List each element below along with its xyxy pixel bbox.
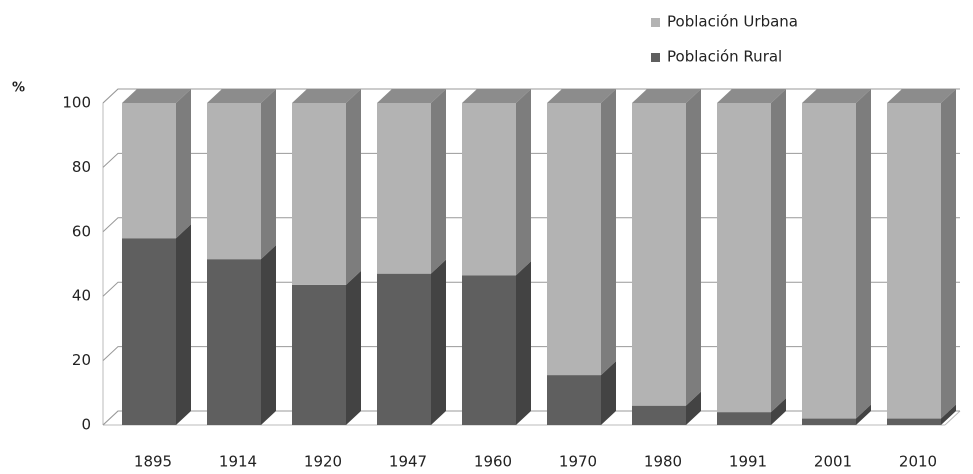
bar-segment (207, 259, 261, 425)
y-tick-label: 60 (72, 222, 91, 240)
bar-segment (802, 418, 856, 425)
bar-top (207, 89, 276, 103)
bar-top (377, 89, 446, 103)
x-tick-label: 1980 (644, 453, 682, 471)
bar-segment (887, 418, 941, 425)
bar-side (346, 270, 361, 425)
y-tick-label: 40 (72, 287, 91, 305)
legend-swatch (651, 18, 660, 27)
bar-segment (377, 273, 431, 425)
y-tick-label: 100 (62, 94, 91, 112)
legend-label: Población Rural (667, 48, 782, 66)
x-tick-label: 1920 (304, 453, 342, 471)
bar-side (176, 224, 191, 425)
bar-segment (122, 238, 176, 425)
bar-top (802, 89, 871, 103)
bar-side (431, 259, 446, 425)
bar-top (462, 89, 531, 103)
bar-segment (122, 103, 176, 239)
bar-segment (207, 103, 261, 260)
bar-side (516, 261, 531, 425)
bar-side (686, 89, 701, 406)
bar-segment (887, 103, 941, 419)
x-tick-label: 1991 (729, 453, 767, 471)
bar-segment (717, 103, 771, 413)
x-tick-label: 1914 (219, 453, 257, 471)
bar-segment (292, 103, 346, 285)
bar-side (771, 398, 786, 425)
bar-top (632, 89, 701, 103)
bar-segment (802, 103, 856, 419)
bar-side (941, 89, 956, 419)
bar-side (516, 89, 531, 276)
bar-segment (632, 405, 686, 425)
bar-side (856, 404, 871, 425)
x-tick-label: 1895 (134, 453, 172, 471)
bar-top (122, 89, 191, 103)
y-tick-label: 80 (72, 158, 91, 176)
x-tick-label: 2010 (899, 453, 937, 471)
y-tick-label: 20 (72, 351, 91, 369)
x-tick-label: 1970 (559, 453, 597, 471)
bar-top (292, 89, 361, 103)
legend-swatch (651, 53, 660, 62)
bar-side (601, 89, 616, 376)
bar-top (547, 89, 616, 103)
bar-top (717, 89, 786, 103)
y-axis-label: % (12, 81, 25, 96)
bar-side (856, 89, 871, 419)
bar-side (601, 361, 616, 425)
bar-segment (377, 103, 431, 274)
bar-segment (292, 284, 346, 425)
floor-right (944, 410, 961, 426)
legend-label: Población Urbana (667, 13, 798, 31)
bar-side (771, 89, 786, 413)
bar-side (941, 404, 956, 425)
bar-segment (632, 103, 686, 406)
y-tick-label: 0 (81, 416, 91, 434)
bar-segment (547, 375, 601, 425)
bar-segment (462, 275, 516, 425)
x-tick-label: 1960 (474, 453, 512, 471)
bar-segment (547, 103, 601, 376)
bar-side (686, 391, 701, 425)
x-tick-label: 2001 (814, 453, 852, 471)
bar-side (431, 89, 446, 274)
bar-side (176, 89, 191, 239)
bar-top (887, 89, 956, 103)
bar-side (261, 89, 276, 260)
bar-segment (717, 412, 771, 425)
bar-side (261, 245, 276, 425)
bar-segment (462, 103, 516, 276)
x-tick-label: 1947 (389, 453, 427, 471)
bar-side (346, 89, 361, 285)
